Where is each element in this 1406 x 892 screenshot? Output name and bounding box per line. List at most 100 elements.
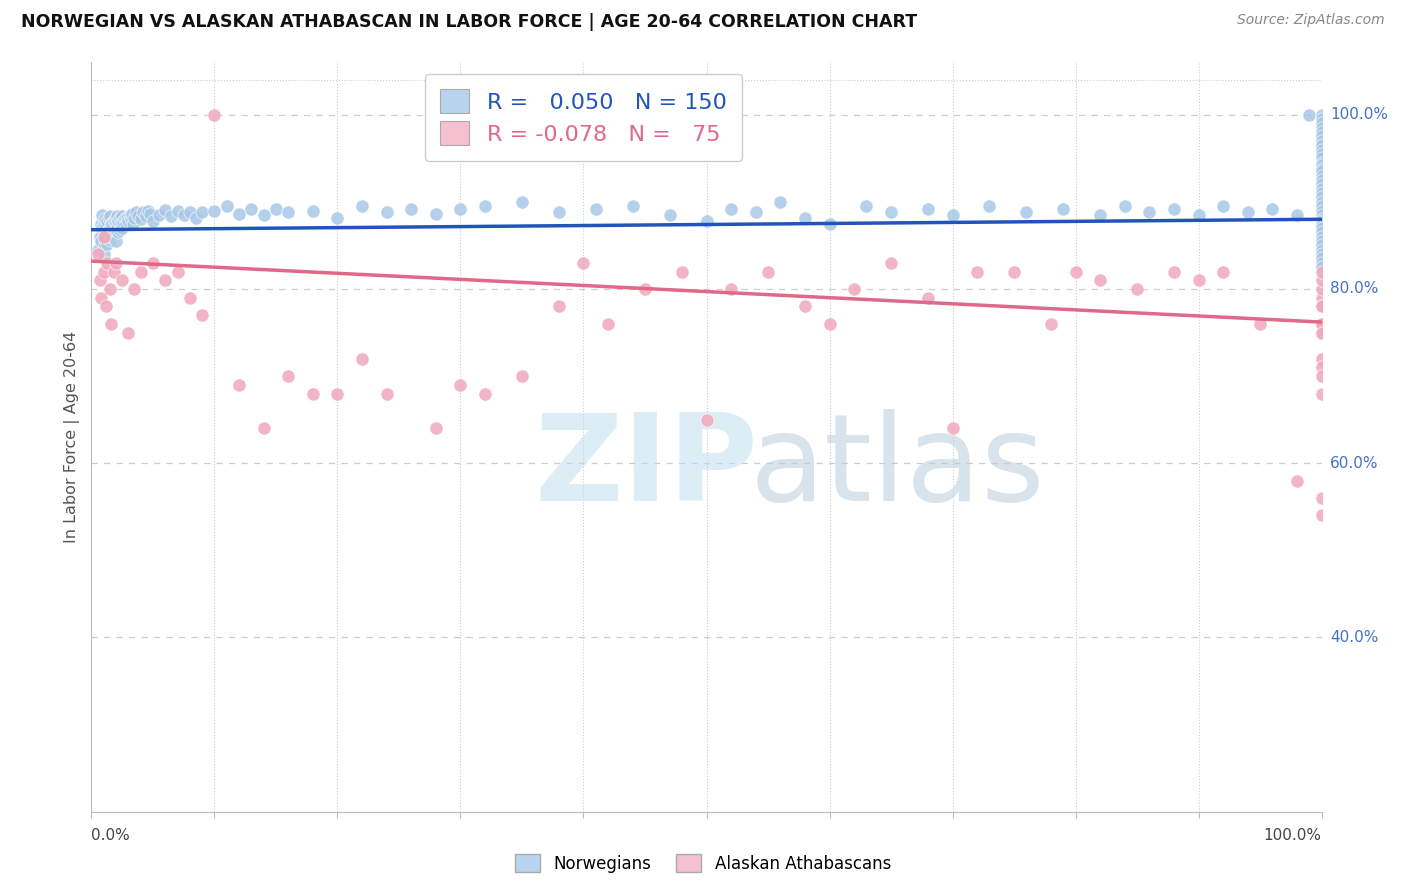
Point: [695, 214, 717, 228]
Point: [98, 209, 121, 223]
Point: [917, 291, 939, 305]
Point: [1310, 151, 1333, 165]
Point: [1310, 158, 1333, 172]
Point: [98, 282, 121, 296]
Point: [100, 229, 122, 244]
Point: [191, 205, 214, 219]
Point: [1187, 208, 1209, 222]
Point: [94, 238, 117, 252]
Text: Source: ZipAtlas.com: Source: ZipAtlas.com: [1237, 13, 1385, 28]
Point: [136, 203, 159, 218]
Point: [842, 282, 865, 296]
Point: [1015, 205, 1038, 219]
Point: [326, 386, 349, 401]
Point: [474, 199, 496, 213]
Point: [127, 209, 149, 223]
Point: [1310, 116, 1333, 130]
Point: [111, 273, 134, 287]
Point: [1310, 178, 1333, 192]
Point: [91, 208, 114, 222]
Point: [264, 202, 287, 216]
Point: [129, 264, 152, 278]
Point: [110, 217, 132, 231]
Text: ZIP: ZIP: [534, 409, 758, 525]
Point: [1039, 317, 1063, 331]
Point: [449, 377, 471, 392]
Point: [1310, 216, 1333, 230]
Point: [769, 194, 792, 209]
Point: [89, 229, 111, 244]
Point: [1261, 202, 1284, 216]
Point: [352, 351, 374, 366]
Point: [818, 217, 841, 231]
Point: [105, 256, 127, 270]
Point: [425, 207, 447, 221]
Point: [277, 205, 299, 219]
Point: [585, 202, 607, 216]
Point: [191, 308, 214, 322]
Point: [93, 247, 115, 261]
Point: [1163, 264, 1185, 278]
Legend: R =   0.050   N = 150, R = -0.078   N =   75: R = 0.050 N = 150, R = -0.078 N = 75: [425, 73, 742, 161]
Point: [301, 386, 323, 401]
Point: [93, 217, 115, 231]
Point: [111, 221, 134, 235]
Point: [1310, 190, 1333, 204]
Point: [107, 214, 129, 228]
Point: [1310, 212, 1333, 227]
Point: [1310, 260, 1333, 275]
Point: [253, 421, 276, 435]
Point: [1212, 199, 1234, 213]
Point: [1310, 317, 1333, 331]
Point: [105, 223, 127, 237]
Point: [1298, 108, 1320, 122]
Point: [107, 225, 129, 239]
Point: [979, 199, 1001, 213]
Point: [1126, 282, 1149, 296]
Point: [96, 219, 117, 234]
Point: [1310, 299, 1333, 313]
Point: [94, 212, 117, 227]
Point: [120, 212, 142, 227]
Point: [96, 299, 117, 313]
Point: [86, 247, 108, 261]
Point: [1002, 264, 1025, 278]
Point: [1163, 202, 1185, 216]
Point: [121, 207, 143, 221]
Point: [115, 211, 138, 225]
Point: [142, 214, 165, 228]
Text: 40.0%: 40.0%: [1330, 630, 1378, 645]
Y-axis label: In Labor Force | Age 20-64: In Labor Force | Age 20-64: [65, 331, 80, 543]
Point: [1310, 264, 1333, 278]
Point: [1310, 199, 1333, 213]
Point: [108, 223, 131, 237]
Point: [1310, 491, 1333, 505]
Point: [100, 218, 122, 232]
Point: [94, 225, 117, 239]
Point: [1310, 317, 1333, 331]
Point: [1249, 317, 1271, 331]
Point: [1310, 351, 1333, 366]
Point: [352, 199, 374, 213]
Point: [1310, 186, 1333, 201]
Point: [202, 108, 225, 122]
Point: [1310, 155, 1333, 169]
Point: [103, 214, 125, 228]
Point: [547, 299, 569, 313]
Point: [100, 317, 122, 331]
Point: [108, 211, 131, 225]
Point: [228, 207, 250, 221]
Point: [122, 217, 145, 231]
Point: [96, 231, 117, 245]
Point: [375, 386, 398, 401]
Point: [818, 317, 841, 331]
Point: [1310, 173, 1333, 187]
Point: [720, 202, 742, 216]
Point: [1285, 474, 1308, 488]
Point: [745, 205, 768, 219]
Point: [112, 215, 135, 229]
Point: [148, 208, 170, 222]
Point: [1310, 247, 1333, 261]
Point: [98, 221, 121, 235]
Point: [1310, 138, 1333, 153]
